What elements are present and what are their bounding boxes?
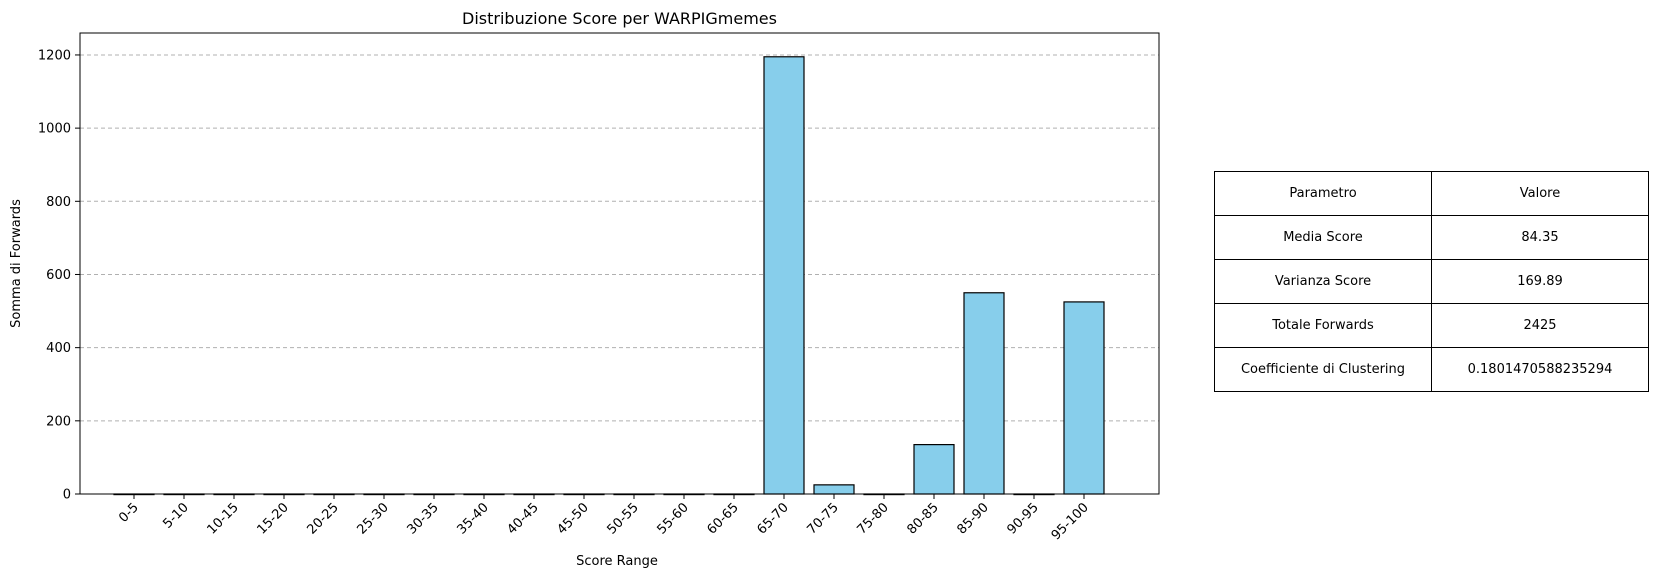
y-tick-label: 1200 bbox=[38, 48, 71, 63]
table-header-row: Parametro Valore bbox=[1214, 171, 1649, 216]
y-tick-label: 200 bbox=[46, 414, 71, 429]
bar-65-70 bbox=[763, 56, 805, 495]
y-tick-label: 1000 bbox=[38, 122, 71, 137]
table-cell: 0.1801470588235294 bbox=[1431, 347, 1649, 392]
table-cell: 84.35 bbox=[1431, 215, 1649, 260]
y-axis-title: Somma di Forwards bbox=[9, 199, 24, 328]
bar-95-100 bbox=[1063, 301, 1105, 495]
table-row: Totale Forwards 2425 bbox=[1214, 303, 1649, 348]
x-tick-label: 30-35 bbox=[405, 500, 442, 537]
x-tick-label: 75-80 bbox=[855, 500, 892, 537]
y-axis: 0 200 400 600 800 1000 1200 bbox=[38, 48, 80, 503]
x-tick-label: 25-30 bbox=[355, 500, 392, 537]
y-tick-label: 0 bbox=[63, 488, 71, 503]
y-tick-label: 800 bbox=[46, 195, 71, 210]
bar-70-75 bbox=[813, 484, 855, 495]
table-row: Media Score 84.35 bbox=[1214, 215, 1649, 260]
x-tick-label: 0-5 bbox=[116, 500, 142, 526]
table-cell: Varianza Score bbox=[1214, 259, 1432, 304]
chart-title: Distribuzione Score per WARPIGmemes bbox=[462, 9, 777, 28]
x-axis: 0-5 5-10 10-15 15-20 20-25 25-30 30-35 35-40 40-… bbox=[116, 494, 1092, 543]
table-header-cell: Parametro bbox=[1214, 171, 1432, 216]
x-tick-label: 55-60 bbox=[655, 500, 692, 537]
x-tick-label: 80-85 bbox=[905, 500, 942, 537]
x-tick-label: 10-15 bbox=[205, 500, 242, 537]
x-tick-label: 90-95 bbox=[1005, 500, 1042, 537]
y-tick-label: 600 bbox=[46, 268, 71, 283]
x-tick-label: 40-45 bbox=[505, 500, 542, 537]
table-row: Coefficiente di Clustering 0.18014705882… bbox=[1214, 347, 1649, 392]
x-tick-label: 70-75 bbox=[805, 500, 842, 537]
x-axis-title: Score Range bbox=[576, 554, 658, 569]
stats-table: Parametro Valore Media Score 84.35 Varia… bbox=[1214, 171, 1649, 392]
bar-85-90 bbox=[963, 292, 1005, 495]
table-cell: Coefficiente di Clustering bbox=[1214, 347, 1432, 392]
table-cell: 169.89 bbox=[1431, 259, 1649, 304]
plot-frame bbox=[79, 32, 1160, 495]
table-row: Varianza Score 169.89 bbox=[1214, 259, 1649, 304]
x-tick-label: 50-55 bbox=[605, 500, 642, 537]
x-tick-label: 85-90 bbox=[955, 500, 992, 537]
x-tick-label: 95-100 bbox=[1049, 500, 1092, 543]
x-tick-label: 20-25 bbox=[305, 500, 342, 537]
table-cell: Totale Forwards bbox=[1214, 303, 1432, 348]
x-tick-label: 15-20 bbox=[255, 500, 292, 537]
x-tick-label: 65-70 bbox=[755, 500, 792, 537]
x-tick-label: 60-65 bbox=[705, 500, 742, 537]
table-cell: Media Score bbox=[1214, 215, 1432, 260]
table-cell: 2425 bbox=[1431, 303, 1649, 348]
bar-80-85 bbox=[913, 444, 955, 495]
bars bbox=[113, 56, 1105, 496]
x-tick-label: 45-50 bbox=[555, 500, 592, 537]
y-tick-label: 400 bbox=[46, 341, 71, 356]
table-header-cell: Valore bbox=[1431, 171, 1649, 216]
x-tick-label: 35-40 bbox=[455, 500, 492, 537]
x-tick-label: 5-10 bbox=[160, 500, 191, 531]
